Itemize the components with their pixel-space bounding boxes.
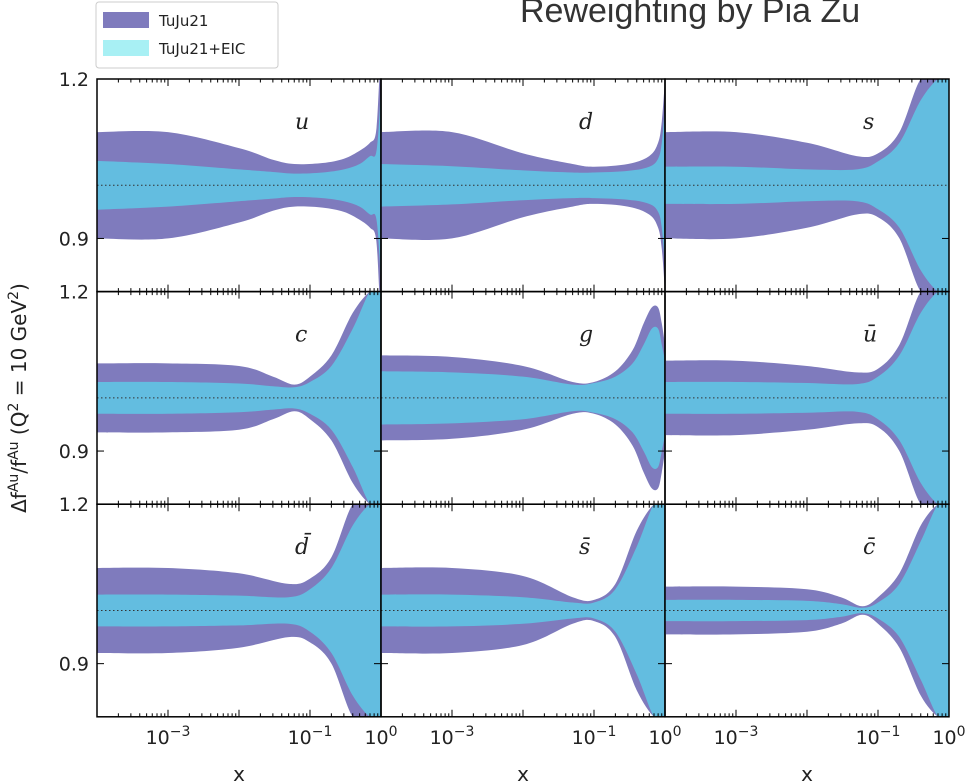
band-tuju21-eic	[665, 291, 949, 505]
panel-ubar: ū	[664, 290, 950, 505]
panel-bands	[381, 504, 665, 717]
panel-ticks	[96, 291, 381, 505]
panel-u: u 0.9 1.2	[59, 69, 382, 293]
panel-bands	[665, 291, 949, 505]
panel-c: c 0.9 1.2	[59, 282, 382, 505]
panel-s: s	[664, 78, 950, 293]
panel-sbar: s̄ 10−3 10−1 100 x	[380, 503, 682, 781]
y-tick-label: 1.2	[59, 282, 89, 304]
x-tick-label: 10−3	[146, 724, 191, 749]
panel-label-s: s	[863, 110, 874, 135]
panel-label-d: d	[579, 110, 593, 135]
y-tick-label: 0.9	[59, 441, 89, 463]
panel-bands	[97, 291, 381, 505]
band-tuju21-eic	[381, 105, 665, 265]
legend-label-tuju21: TuJu21	[158, 12, 208, 30]
panel-d: d	[380, 78, 666, 293]
x-tick-label: 100	[364, 724, 397, 749]
band-tuju21-eic	[665, 504, 949, 717]
x-tick-label: 10−1	[856, 724, 901, 749]
legend-label-tuju21-eic: TuJu21+EIC	[158, 40, 245, 58]
x-tick-label: 100	[648, 724, 681, 749]
x-axis-label: x	[233, 762, 245, 781]
y-tick-label: 1.2	[59, 494, 89, 516]
x-tick-label: 10−1	[572, 724, 617, 749]
x-axis-label: x	[801, 762, 813, 781]
legend-swatch-tuju21	[103, 12, 149, 28]
panel-g: g	[380, 290, 666, 505]
panel-ticks	[96, 503, 381, 717]
panel-ticks	[380, 503, 665, 717]
band-tuju21-eic	[97, 79, 381, 292]
x-axis-label: x	[517, 762, 529, 781]
x-tick-label: 10−1	[288, 724, 333, 749]
panel-label-c: c	[295, 323, 307, 348]
panel-label-u: u	[295, 110, 309, 135]
x-tick-label: 10−3	[430, 724, 475, 749]
panel-label-sbar: s̄	[579, 535, 590, 560]
panel-ticks	[664, 291, 949, 505]
panel-label-ubar: ū	[863, 323, 877, 348]
panel-dbar: d̄ 0.9 1.2 10−3 10−1 100 x	[59, 494, 398, 781]
panel-label-dbar: d̄	[295, 532, 312, 560]
panel-bands	[97, 504, 381, 717]
panel-cbar: c̄ 10−3 10−1 100 x	[664, 503, 966, 781]
panel-bands	[97, 79, 381, 292]
panel-ticks	[664, 503, 949, 717]
x-tick-label: 10−3	[714, 724, 759, 749]
panel-label-cbar: c̄	[863, 535, 875, 560]
header-title: Reweighting by Pia Zu	[520, 0, 860, 30]
panel-label-g: g	[579, 323, 593, 348]
y-tick-label: 0.9	[59, 228, 89, 250]
panel-bands	[381, 79, 665, 292]
band-tuju21-eic	[97, 504, 381, 717]
axis-labels: ΔfAu/fAu (Q2 = 10 GeV2)	[6, 283, 31, 513]
panel-bands	[665, 79, 949, 292]
panel-bands	[665, 504, 949, 717]
panel-grid: u0.91.2d sc0.91.2g ūd̄0.91.210−3 10−1 100xs̄…	[59, 69, 966, 781]
band-tuju21-eic	[381, 326, 665, 470]
band-tuju21-eic	[665, 79, 949, 292]
legend-swatch-tuju21-eic	[103, 40, 149, 56]
band-tuju21-eic	[97, 291, 381, 505]
panel-bands	[381, 305, 665, 491]
legend: TuJu21 TuJu21+EIC	[95, 1, 279, 69]
y-tick-label: 0.9	[59, 654, 89, 676]
x-tick-label: 100	[932, 724, 965, 749]
y-tick-label: 1.2	[59, 69, 89, 91]
y-axis-label: ΔfAu/fAu (Q2 = 10 GeV2)	[6, 283, 31, 513]
band-tuju21-eic	[381, 504, 665, 717]
